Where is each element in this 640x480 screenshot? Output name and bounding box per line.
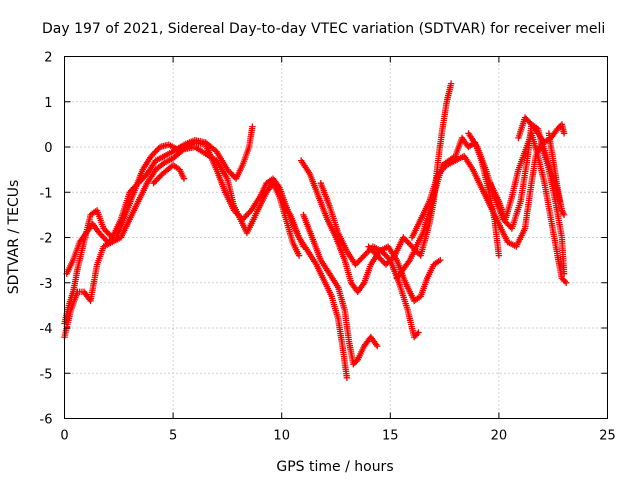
data-point-markers	[393, 134, 503, 282]
ticks-layer: 0 5 10 15 20 25 -6 -5 -4 -3 -2 -1 0 1 2	[40, 51, 616, 444]
data-point-markers	[63, 139, 307, 277]
series-track-d	[150, 161, 188, 187]
chart-title: Day 197 of 2021, Sidereal Day-to-day VTE…	[42, 21, 605, 37]
data-point-markers	[280, 202, 351, 381]
series-track-f	[280, 202, 351, 381]
y-tick-label: -6	[40, 413, 53, 428]
grid-layer	[64, 56, 608, 419]
y-tick-label: -5	[40, 367, 53, 382]
series-track-j	[393, 134, 503, 282]
x-tick-label: 10	[273, 429, 290, 444]
y-tick-label: 1	[44, 96, 52, 111]
series-track-m	[487, 130, 570, 286]
series-track-n	[515, 114, 568, 146]
series-track-e	[300, 211, 381, 368]
marks-layer	[61, 80, 570, 381]
data-point-markers	[465, 121, 568, 277]
data-point-markers	[487, 130, 570, 286]
data-point-markers	[317, 180, 422, 341]
data-point-markers	[150, 161, 188, 187]
data-point-markers	[298, 157, 444, 305]
x-tick-label: 15	[382, 429, 399, 444]
y-tick-label: 0	[44, 141, 52, 156]
y-tick-label: -4	[40, 322, 53, 337]
y-tick-label: 2	[44, 51, 52, 66]
x-tick-label: 0	[60, 429, 68, 444]
y-tick-label: -1	[40, 186, 53, 201]
x-axis-label: GPS time / hours	[276, 459, 393, 475]
series-track-l	[465, 121, 568, 277]
y-tick-label: -2	[40, 232, 53, 247]
y-axis-label: SDTVAR / TECUs	[6, 180, 22, 295]
x-tick-label: 5	[169, 429, 177, 444]
data-point-markers	[545, 130, 568, 219]
series-track-c	[63, 139, 307, 277]
y-tick-label: -3	[40, 277, 53, 292]
x-tick-label: 25	[599, 429, 616, 444]
series-track-g	[298, 157, 444, 305]
x-tick-label: 20	[491, 429, 508, 444]
series-track-h	[317, 180, 422, 341]
series-track-o	[545, 130, 568, 219]
data-point-markers	[515, 114, 568, 146]
data-point-markers	[300, 211, 381, 368]
